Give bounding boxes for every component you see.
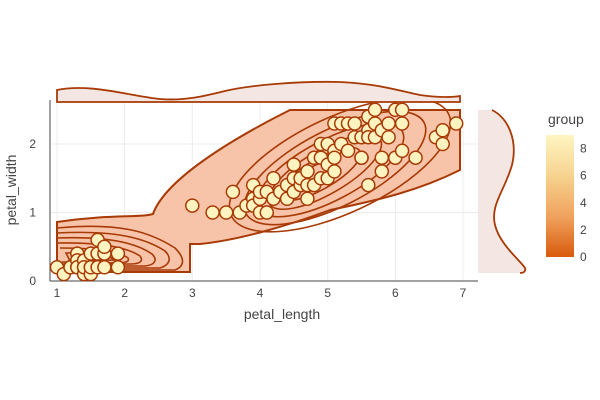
x-tick-labels: 1 2 3 4 5 6 7	[54, 286, 467, 300]
x-tick-label: 6	[392, 286, 399, 300]
data-point	[435, 136, 450, 152]
data-point	[381, 116, 396, 131]
colorbar-tick-label: 2	[580, 223, 587, 237]
data-point	[435, 123, 450, 138]
data-point	[448, 116, 464, 131]
data-point	[381, 129, 396, 145]
data-point	[266, 171, 281, 186]
colorbar-title: group	[548, 111, 584, 127]
marginal-density-x	[56, 80, 461, 103]
data-point	[347, 116, 362, 131]
data-point	[225, 184, 241, 200]
data-point	[286, 157, 302, 172]
data-point	[110, 246, 126, 261]
colorbar	[546, 135, 574, 257]
data-point	[394, 143, 410, 159]
data-point	[340, 143, 356, 159]
data-point	[185, 198, 200, 213]
data-point	[300, 164, 315, 179]
colorbar-tick-label: 4	[580, 196, 587, 210]
data-point	[97, 260, 112, 275]
y-tick-label: 1	[29, 206, 36, 220]
data-point	[374, 150, 390, 165]
y-axis-title: petal_width	[3, 155, 19, 226]
x-tick-label: 2	[121, 286, 128, 300]
data-point	[374, 164, 390, 179]
data-point	[354, 150, 369, 165]
x-tick-label: 7	[460, 286, 467, 300]
colorbar-tick-labels: 0 2 4 6 8	[580, 142, 587, 264]
colorbar-tick-label: 8	[580, 142, 587, 156]
scatter-points	[49, 102, 464, 282]
data-point	[218, 205, 234, 220]
data-point	[259, 205, 275, 220]
data-point	[408, 150, 423, 165]
y-tick-labels: 0 1 2	[29, 137, 36, 288]
marginal-density-y-outline	[491, 109, 527, 274]
data-point	[367, 102, 383, 118]
data-point	[394, 102, 410, 118]
data-point	[205, 205, 220, 220]
data-point	[394, 116, 410, 131]
x-axis-title: petal_length	[244, 306, 320, 322]
colorbar-tick-label: 0	[580, 250, 587, 264]
data-point	[110, 260, 126, 275]
data-point	[97, 239, 112, 255]
data-point	[361, 177, 376, 193]
data-point	[327, 164, 342, 179]
x-tick-label: 3	[189, 286, 196, 300]
contour-level-2	[56, 225, 184, 271]
data-point	[300, 191, 315, 207]
y-tick-label: 2	[29, 137, 36, 151]
colorbar-tick-label: 6	[580, 169, 587, 183]
x-tick-label: 5	[324, 286, 331, 300]
data-point	[327, 150, 342, 165]
x-tick-label: 4	[257, 286, 264, 300]
x-tick-label: 1	[54, 286, 61, 300]
y-tick-label: 0	[29, 274, 36, 288]
